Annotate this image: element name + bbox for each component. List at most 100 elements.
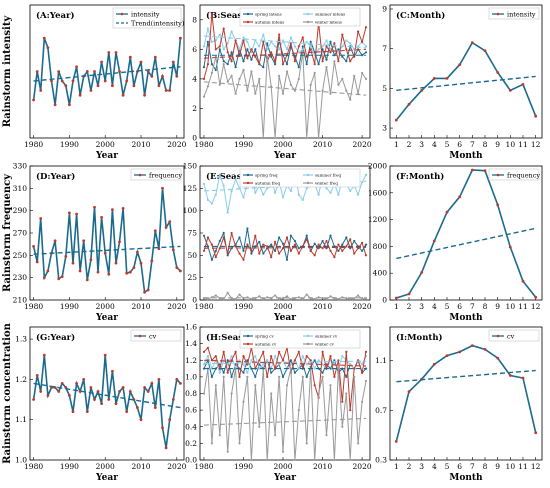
data-point [262, 350, 265, 353]
legend-marker [246, 20, 250, 24]
data-point [345, 245, 348, 248]
data-point [111, 84, 114, 88]
legend: intensity [488, 7, 540, 20]
data-point [266, 458, 269, 462]
data-point [281, 39, 285, 42]
x-tick-label: 2010 [131, 462, 150, 471]
data-point [222, 63, 225, 66]
data-point [321, 371, 324, 374]
x-tick-label: 1990 [60, 462, 79, 471]
data-point [246, 371, 249, 374]
data-point [345, 236, 348, 239]
data-point [341, 355, 344, 358]
trend-line [203, 48, 367, 59]
data-point [93, 205, 96, 209]
data-point [281, 54, 285, 57]
data-point [230, 74, 233, 77]
data-point [301, 198, 304, 201]
data-point [242, 68, 245, 72]
data-point [274, 136, 277, 140]
data-point [210, 375, 213, 378]
series-line [32, 355, 181, 449]
panel-title: (D:Year) [36, 171, 75, 182]
data-point [171, 248, 175, 252]
data-point [250, 58, 253, 61]
data-point [508, 245, 512, 249]
y-tick-label: 1.2 [185, 356, 197, 365]
data-point [218, 239, 221, 243]
data-point [214, 249, 217, 252]
x-tick-label: 1990 [234, 302, 253, 311]
data-point [226, 450, 229, 453]
y-tick-label: 125 [183, 184, 198, 193]
data-point [234, 363, 237, 366]
data-point [218, 173, 221, 176]
data-point [305, 187, 308, 190]
data-point [175, 378, 179, 381]
legend: frequency [130, 168, 182, 181]
y-tick-label: 100 [183, 206, 198, 215]
data-point [281, 297, 285, 300]
x-tick-label: 1980 [194, 462, 213, 471]
data-point [289, 359, 292, 362]
legend-label: winter intens [315, 20, 342, 25]
data-point [254, 234, 257, 237]
data-point [262, 298, 265, 301]
data-point [508, 374, 512, 377]
x-tick-label: 10 [506, 140, 516, 149]
x-tick-label: 3 [419, 462, 424, 471]
data-point [234, 350, 237, 353]
data-point [85, 278, 89, 282]
data-point [258, 63, 261, 66]
data-point [289, 298, 292, 301]
data-point [46, 394, 50, 397]
data-point [361, 181, 364, 184]
series-line [396, 169, 537, 299]
data-point [357, 30, 360, 33]
data-point [230, 392, 233, 395]
data-point [534, 295, 538, 299]
x-tick-label: 1 [394, 302, 399, 311]
data-point [305, 238, 308, 241]
data-point [313, 298, 316, 301]
data-point [508, 89, 512, 92]
legend-box [112, 7, 182, 29]
data-point [293, 60, 296, 63]
data-point [254, 92, 257, 95]
data-point [278, 363, 281, 366]
data-point [246, 243, 249, 246]
data-point [222, 375, 225, 378]
data-point [82, 239, 86, 243]
data-point [266, 375, 269, 378]
data-point [53, 103, 57, 107]
y-tick-label: 270 [13, 229, 28, 238]
y-tick-label: 1.4 [185, 339, 197, 348]
data-point [258, 77, 261, 80]
x-tick-label: 2000 [96, 140, 115, 149]
data-point [266, 296, 269, 299]
data-point [100, 402, 103, 405]
data-point [345, 39, 348, 42]
data-point [114, 261, 118, 265]
data-point [281, 92, 285, 95]
data-point [321, 375, 324, 378]
legend-label: spring cv [255, 334, 274, 339]
legend-label: cv [507, 332, 515, 340]
x-tick-label: 2000 [273, 462, 292, 471]
data-point [121, 207, 125, 210]
data-point [214, 355, 217, 358]
data-point [214, 68, 217, 72]
data-point [281, 63, 285, 66]
data-point [321, 45, 324, 48]
legend: frequency [488, 168, 540, 181]
data-point [202, 95, 206, 98]
legend-box [130, 329, 182, 342]
data-point [349, 409, 352, 412]
x-tick-label: 1980 [24, 140, 43, 149]
data-point [250, 48, 253, 51]
x-axis-label: Year [95, 473, 118, 483]
data-point [274, 294, 277, 297]
data-point [341, 249, 344, 252]
data-point [329, 355, 332, 358]
data-point [118, 390, 121, 393]
